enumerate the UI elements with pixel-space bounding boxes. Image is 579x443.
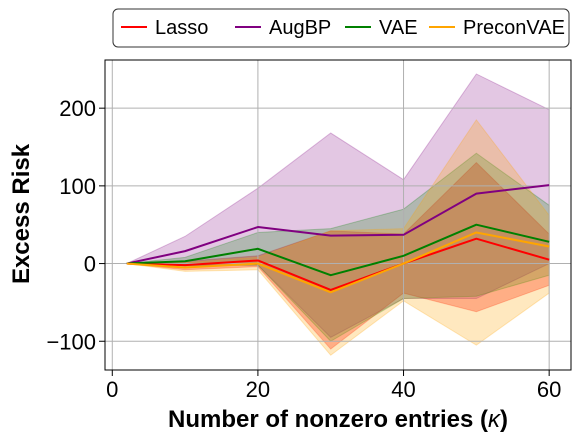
plot-area-frame bbox=[104, 59, 572, 371]
y-tick-label: 100 bbox=[59, 174, 96, 199]
x-axis-label: Number of nonzero entries (κ) bbox=[168, 406, 508, 433]
legend-label-lasso: Lasso bbox=[155, 17, 208, 39]
x-axis-label-close: ) bbox=[500, 406, 508, 433]
y-tick-label: 200 bbox=[59, 96, 96, 121]
x-axis-label-text: Number of nonzero entries ( bbox=[168, 406, 488, 433]
legend-label-preconvae: PreconVAE bbox=[463, 17, 565, 39]
x-tick-label: 40 bbox=[391, 377, 415, 402]
line-preconvae bbox=[126, 231, 550, 294]
y-axis-label: Excess Risk bbox=[8, 143, 35, 284]
legend: Lasso AugBP VAE PreconVAE bbox=[112, 8, 570, 48]
confidence-bands bbox=[126, 73, 550, 356]
x-tick-label: 20 bbox=[246, 377, 270, 402]
line-lasso bbox=[126, 237, 550, 291]
line-vae bbox=[126, 223, 550, 277]
x-axis-label-symbol: κ bbox=[488, 406, 502, 433]
line-augbp bbox=[126, 184, 550, 265]
x-axis-ticks: 0 20 40 60 bbox=[106, 370, 561, 402]
legend-box bbox=[112, 8, 570, 48]
x-tick-label: 60 bbox=[537, 377, 561, 402]
series-lines bbox=[126, 184, 550, 294]
x-tick-label: 0 bbox=[106, 377, 118, 402]
y-tick-label: 0 bbox=[84, 252, 96, 277]
y-tick-label: −100 bbox=[46, 329, 96, 354]
legend-label-augbp: AugBP bbox=[269, 17, 331, 39]
grid-lines bbox=[105, 60, 571, 370]
legend-label-vae: VAE bbox=[379, 17, 418, 39]
y-axis-ticks: −100 0 100 200 bbox=[46, 96, 105, 354]
